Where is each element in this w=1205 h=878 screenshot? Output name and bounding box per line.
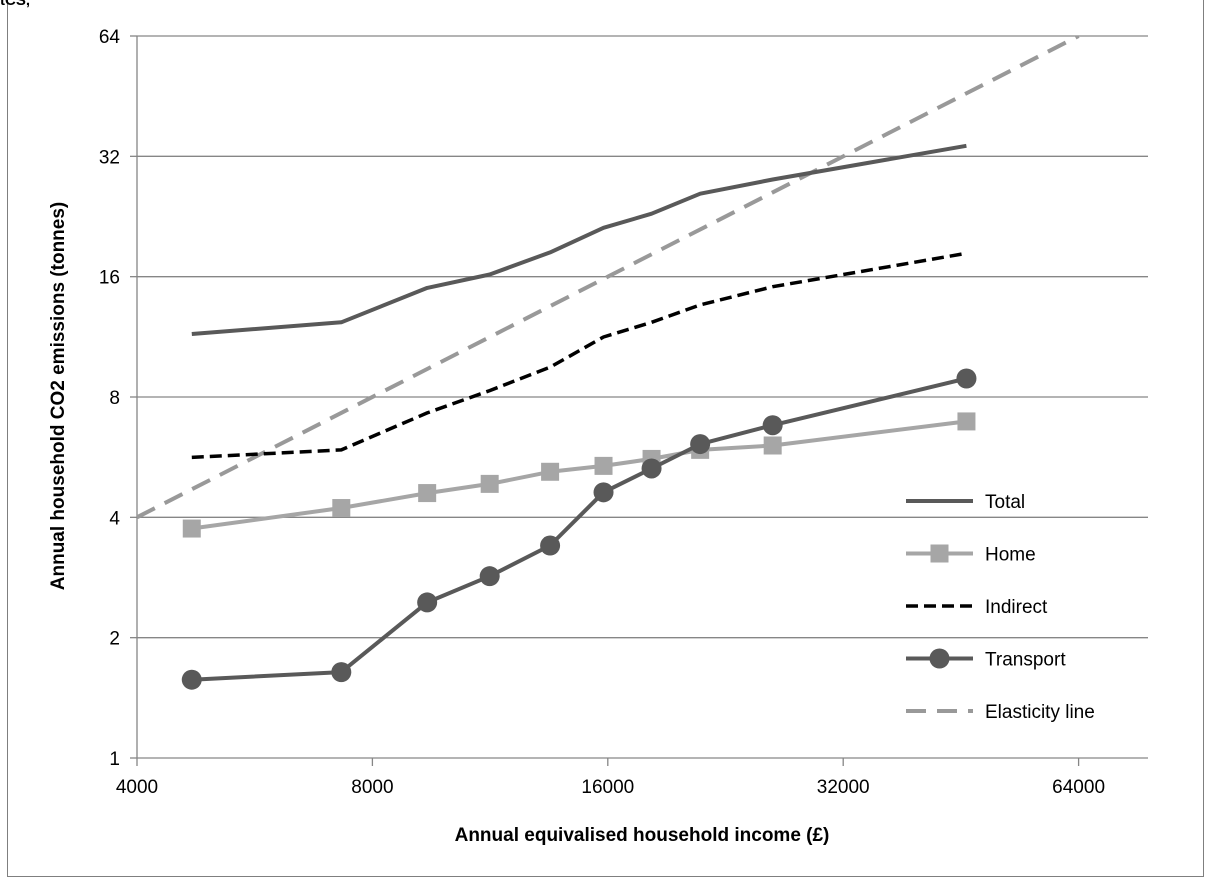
x-tick-label-16000: 16000 bbox=[581, 777, 634, 798]
x-tick-label-32000: 32000 bbox=[817, 777, 870, 798]
legend-marker-transport bbox=[929, 648, 950, 669]
corner-text: tCS, bbox=[0, 0, 30, 9]
series-indirect bbox=[191, 251, 967, 460]
y-tick-label-8: 8 bbox=[109, 388, 120, 409]
series-line-total bbox=[191, 143, 967, 336]
series-transport bbox=[181, 368, 977, 690]
marker-transport-8 bbox=[762, 415, 783, 436]
legend-entry-transport: Transport bbox=[906, 648, 1066, 671]
series-layer bbox=[137, 36, 1080, 690]
legend-label-transport: Transport bbox=[985, 650, 1066, 671]
marker-home-0 bbox=[182, 519, 201, 538]
marker-transport-4 bbox=[540, 535, 561, 556]
marker-home-8 bbox=[763, 436, 782, 455]
legend-entry-elasticity-line: Elasticity line bbox=[906, 702, 1095, 723]
legend-entry-home: Home bbox=[906, 544, 1036, 566]
gridlines bbox=[137, 35, 1148, 639]
legend-marker-home bbox=[930, 544, 949, 563]
marker-home-3 bbox=[480, 474, 499, 493]
marker-transport-9 bbox=[956, 368, 977, 389]
x-axis-title: Annual equivalised household income (£) bbox=[455, 825, 830, 846]
legend-label-indirect: Indirect bbox=[985, 597, 1048, 618]
marker-transport-0 bbox=[181, 669, 202, 690]
marker-transport-2 bbox=[417, 592, 438, 613]
y-tick-label-4: 4 bbox=[109, 508, 120, 529]
series-line-indirect bbox=[191, 251, 967, 460]
x-tick-label-4000: 4000 bbox=[116, 777, 158, 798]
marker-transport-1 bbox=[331, 662, 352, 683]
chart-frame bbox=[7, 0, 1204, 877]
legend-label-total: Total bbox=[985, 492, 1025, 513]
legend-entry-indirect: Indirect bbox=[906, 597, 1048, 618]
series-elasticity-line bbox=[137, 36, 1080, 520]
series-home bbox=[182, 412, 976, 538]
y-axis-title: Annual household CO2 emissions (tonnes) bbox=[48, 202, 69, 590]
x-tick-label-8000: 8000 bbox=[351, 777, 393, 798]
y-tick-label-2: 2 bbox=[109, 629, 120, 650]
series-total bbox=[191, 143, 967, 336]
y-tick-label-64: 64 bbox=[99, 27, 121, 48]
x-tick-label-64000: 64000 bbox=[1052, 777, 1105, 798]
marker-home-4 bbox=[541, 462, 560, 481]
legend: Total Home Indirect Transport Elasticity lin… bbox=[906, 492, 1095, 723]
y-tick-label-1: 1 bbox=[109, 749, 120, 770]
axes: 1 2 4 8 16 32 64 4000 8000 16000 32000 64000 bbox=[99, 27, 1148, 798]
series-line-elasticity-line bbox=[137, 36, 1080, 520]
series-line-transport bbox=[191, 376, 967, 682]
marker-home-9 bbox=[957, 412, 976, 431]
marker-home-5 bbox=[594, 456, 613, 475]
y-tick-label-32: 32 bbox=[99, 147, 120, 168]
marker-transport-7 bbox=[690, 434, 711, 455]
marker-home-2 bbox=[418, 484, 437, 503]
marker-transport-6 bbox=[641, 458, 662, 479]
legend-entry-total: Total bbox=[906, 492, 1025, 513]
marker-transport-3 bbox=[479, 566, 500, 587]
marker-transport-5 bbox=[593, 482, 614, 503]
legend-label-home: Home bbox=[985, 545, 1036, 566]
legend-label-elasticity-line: Elasticity line bbox=[985, 702, 1095, 723]
series-line-home bbox=[191, 419, 967, 531]
y-tick-label-16: 16 bbox=[99, 268, 120, 289]
marker-home-1 bbox=[332, 499, 351, 518]
